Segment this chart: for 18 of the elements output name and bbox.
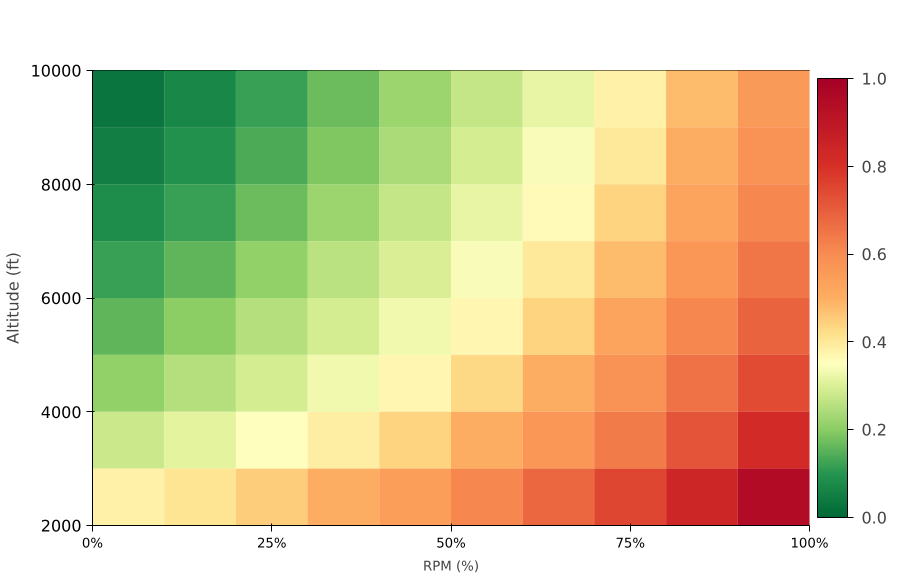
color-bar-label: 0.8 (862, 157, 887, 176)
color-bar-label: 0.4 (862, 332, 887, 352)
y-tick-label: 2000 (40, 516, 82, 536)
color-bar-label: 0.6 (862, 245, 887, 264)
x-tick-label: 75% (615, 536, 646, 552)
x-tick-label: 25% (256, 536, 287, 552)
color-bar-label: 0.2 (862, 420, 887, 440)
x-axis-title: RPM (%) (422, 560, 480, 574)
color-bar-label: 0.0 (862, 508, 887, 528)
x-tick-label: 100% (790, 536, 829, 552)
y-tick-label: 4000 (40, 402, 82, 422)
y-tick-label: 10000 (30, 62, 82, 80)
y-tick-label: 8000 (40, 175, 82, 194)
y-axis-title: Altitude (ft) (4, 252, 23, 344)
y-tick-label: 6000 (40, 289, 82, 308)
x-tick-label: 0% (82, 536, 104, 552)
color-bar-label: 1.0 (862, 70, 887, 88)
x-tick-label: 50% (436, 536, 466, 552)
